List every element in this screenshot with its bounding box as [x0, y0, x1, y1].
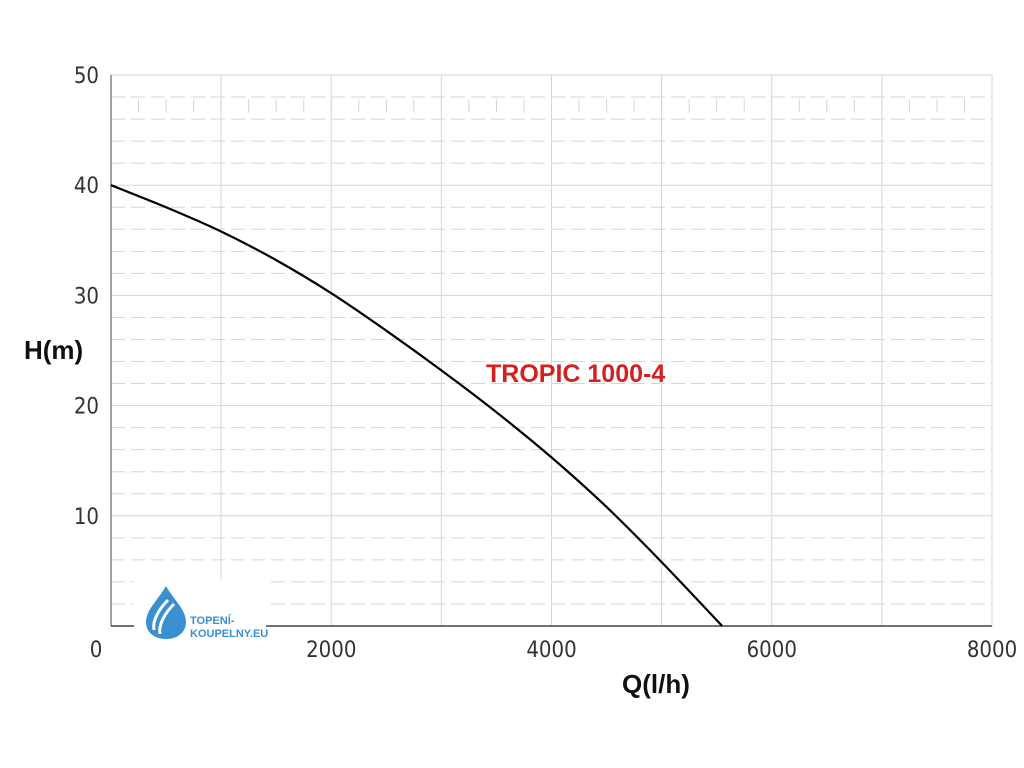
x-tick-label: 4000: [526, 638, 576, 663]
grid: [111, 74, 993, 626]
logo-text-line1: TOPENÍ-: [190, 614, 235, 627]
y-tick-label: 20: [74, 395, 99, 420]
x-tick-label: 2000: [306, 638, 356, 663]
y-tick-label: 40: [74, 174, 99, 199]
series-line-0: [110, 184, 723, 627]
y-tick-label: 10: [74, 505, 99, 530]
logo: TOPENÍ- KOUPELNY.EU: [134, 580, 268, 642]
water-drop-icon: [146, 586, 186, 639]
y-tick-label: 50: [74, 64, 99, 89]
x-tick-label: 0: [90, 638, 103, 663]
tick-labels: 10 20 30 40 50 0 2000 4000 6000 8000: [74, 64, 1017, 663]
logo-text-line2: KOUPELNY.EU: [190, 628, 268, 640]
series: [110, 184, 723, 627]
x-axis-title: Q(l/h): [622, 669, 690, 699]
series-label: TROPIC 1000-4: [486, 360, 665, 388]
x-tick-label: 6000: [747, 638, 797, 663]
y-axis-title: H(m): [24, 335, 83, 365]
x-tick-label: 8000: [967, 638, 1017, 663]
y-tick-label: 30: [74, 284, 99, 309]
